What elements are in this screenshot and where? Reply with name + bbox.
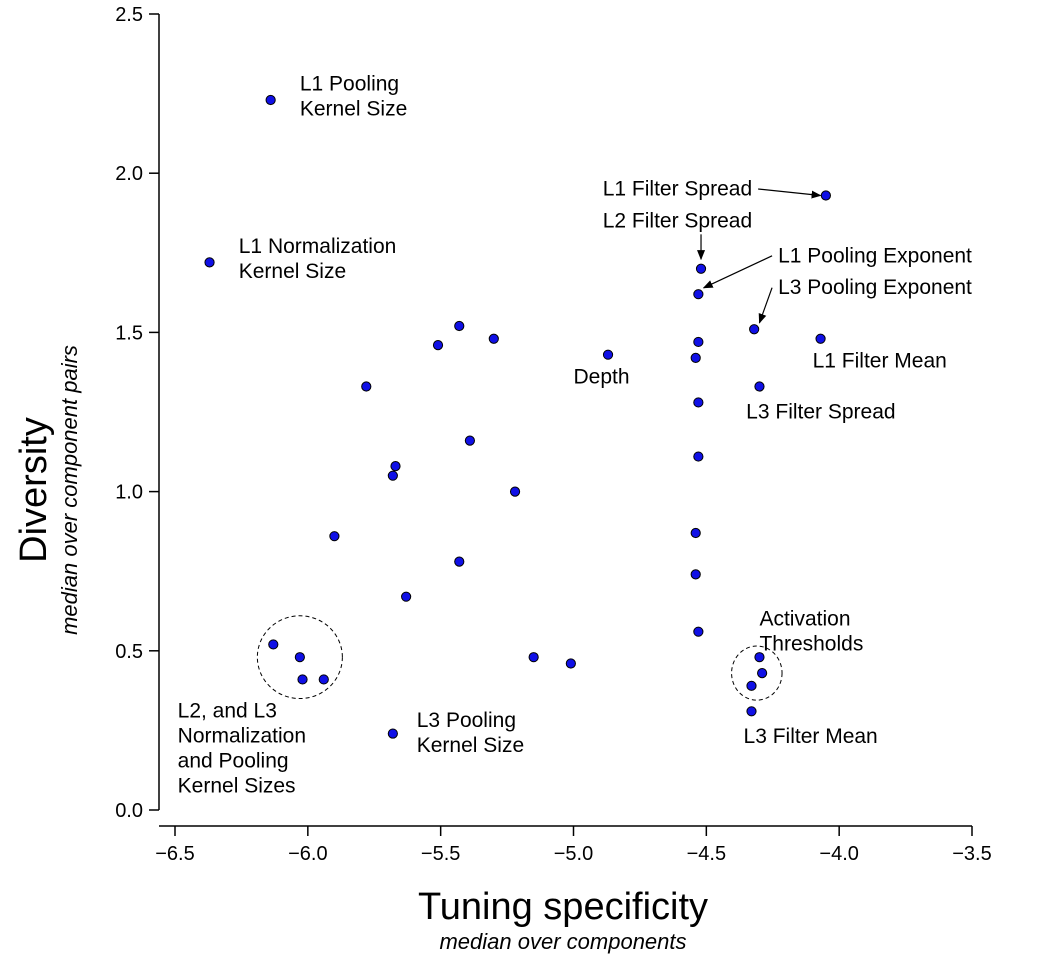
data-point (695, 263, 707, 274)
data-point (454, 320, 465, 332)
group-circle (256, 615, 343, 700)
data-point (690, 352, 701, 363)
data-point (693, 451, 704, 462)
data-point (690, 527, 701, 539)
data-point (693, 336, 704, 348)
data-point (387, 728, 398, 739)
annotation-label: L1 Pooling Exponent (778, 244, 972, 267)
data-point (488, 333, 499, 344)
y-tick-label: 1.0 (115, 482, 143, 504)
y-tick-label: 0.5 (115, 641, 143, 663)
data-point (528, 652, 539, 663)
x-tick-label: −5.0 (554, 843, 593, 865)
x-tick-label: −4.5 (687, 843, 726, 865)
annotation-label: Activation Thresholds (759, 607, 863, 655)
x-tick-label: −4.0 (819, 843, 858, 865)
y-axis-title: Diversity (13, 417, 55, 563)
x-tick-label: −6.5 (155, 843, 194, 865)
data-point (361, 381, 372, 392)
y-tick-label: 2.5 (115, 4, 143, 26)
annotation-label: L2, and L3 Normalization and Pooling Kernel… (178, 700, 306, 798)
data-point (757, 667, 768, 679)
data-point (749, 324, 760, 335)
y-axis-subtitle: median over component pairs (57, 345, 82, 635)
annotation-arrow (702, 255, 773, 289)
data-point (693, 289, 704, 300)
group-circles (256, 615, 783, 701)
data-point (294, 652, 305, 663)
x-tick-label: −3.5 (952, 843, 991, 865)
data-point (693, 397, 704, 408)
data-point (820, 190, 831, 201)
data-point (754, 652, 765, 663)
data-point (454, 556, 465, 567)
data-point (387, 470, 398, 481)
data-point (204, 257, 215, 268)
data-point (318, 674, 329, 685)
annotation-label: L2 Filter Spread (603, 209, 752, 232)
data-point (602, 349, 614, 360)
data-point (815, 333, 826, 344)
y-tick-label: 0.0 (115, 800, 143, 822)
data-point (432, 340, 444, 351)
data-point (268, 639, 279, 650)
annotation-label: L1 Normalization Kernel Size (239, 235, 397, 283)
x-axis-title: Tuning specificity (418, 886, 708, 928)
data-point (746, 706, 757, 717)
annotation-label: L3 Filter Spread (746, 400, 895, 423)
data-point (265, 94, 276, 106)
annotations: L1 Pooling Kernel Size L1 Normalization Ker… (178, 72, 972, 797)
y-tick-label: 1.5 (115, 322, 143, 344)
data-point (297, 674, 308, 685)
annotation-label: L3 Filter Mean (744, 725, 878, 748)
group-circle (731, 645, 783, 701)
axes: −6.5 −6.0 −5.5 −5.0 −4.5 −4.0 −3.5 0.0 0.5 1.0 1.5… (115, 4, 992, 865)
annotation-label: L3 Pooling Kernel Size (417, 709, 524, 757)
annotation-arrow (758, 188, 822, 199)
data-point (690, 569, 701, 580)
data-point (746, 680, 757, 691)
data-point (754, 381, 765, 392)
annotation-label: L1 Filter Spread (603, 177, 752, 200)
data-point (390, 461, 401, 472)
data-point (565, 658, 576, 669)
x-axis-subtitle: median over components (439, 929, 686, 954)
annotation-label: L1 Pooling Kernel Size (300, 72, 407, 120)
annotation-label: L3 Pooling Exponent (778, 276, 972, 299)
data-point (464, 435, 475, 446)
x-tick-label: −5.5 (421, 843, 460, 865)
data-point (509, 486, 521, 497)
annotation-label: Depth (574, 365, 630, 388)
y-tick-label: 2.0 (115, 163, 143, 185)
data-points (204, 94, 831, 739)
annotation-label: L1 Filter Mean (813, 349, 947, 372)
data-point (693, 626, 704, 637)
annotation-arrow (758, 287, 773, 324)
data-point (329, 531, 340, 542)
x-tick-label: −6.0 (288, 843, 327, 865)
data-point (401, 591, 412, 602)
